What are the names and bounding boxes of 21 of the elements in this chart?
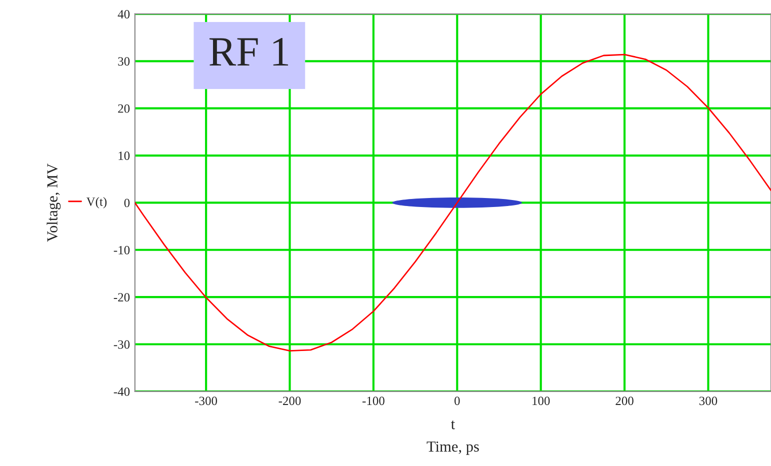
y-tick-label: 20 [118, 104, 130, 113]
text: t [450, 420, 455, 430]
x-tick-label: -100 [362, 396, 384, 406]
y-tick-label: -30 [114, 340, 130, 349]
y-tick-label: -10 [114, 246, 130, 254]
y-axis-title: Voltage, MV [46, 164, 61, 242]
x-axis-title: Time, ps [426, 441, 479, 455]
x-tick-label: 0 [454, 396, 460, 406]
x-tick-label: -300 [195, 396, 218, 406]
x-tick-label: 100 [532, 396, 550, 406]
x-tick-label: -200 [278, 396, 301, 406]
y-tick-label: -20 [114, 293, 130, 302]
y-tick-label: -40 [114, 387, 130, 396]
chart-title: RF 1 [210, 38, 288, 66]
y-tick-label: 30 [118, 57, 130, 66]
x-tick-label: 300 [699, 396, 718, 406]
legend-label: V(t) [86, 197, 107, 208]
y-tick-label: 10 [118, 152, 130, 160]
x-tick-label: 200 [616, 396, 634, 406]
y-tick-label: 0 [124, 198, 130, 208]
y-tick-label: 40 [118, 10, 130, 18]
